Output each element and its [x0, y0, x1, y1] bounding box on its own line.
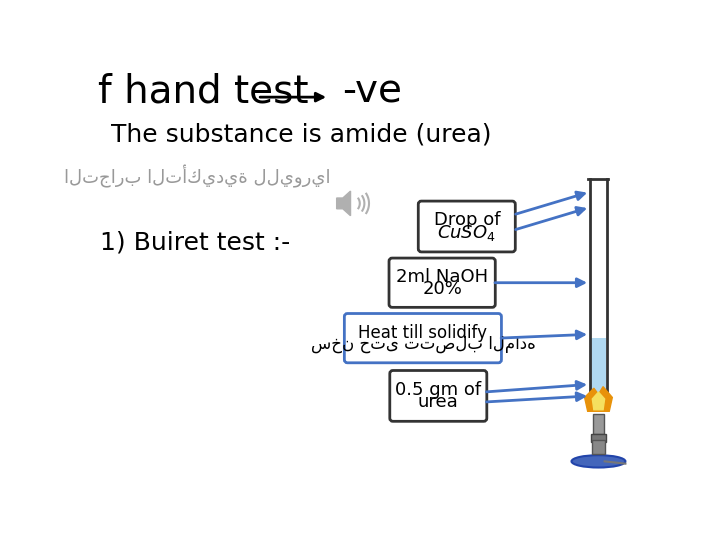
Wedge shape	[590, 396, 607, 404]
Text: 1) Buiret test :-: 1) Buiret test :-	[99, 231, 289, 254]
FancyBboxPatch shape	[418, 201, 516, 252]
Bar	[590, 179, 606, 338]
Bar	[590, 338, 606, 396]
Text: urea: urea	[418, 393, 459, 411]
Text: التجارب التأكيدية لليوريا: التجارب التأكيدية لليوريا	[64, 165, 330, 188]
Text: $\mathit{CuSO_4}$: $\mathit{CuSO_4}$	[437, 222, 496, 242]
Bar	[590, 434, 606, 442]
FancyBboxPatch shape	[389, 258, 495, 307]
Text: f hand test: f hand test	[98, 72, 308, 111]
Text: 2ml NaOH: 2ml NaOH	[396, 268, 488, 286]
Text: 0.5 gm of: 0.5 gm of	[395, 381, 482, 399]
Polygon shape	[593, 392, 605, 410]
Text: Drop of: Drop of	[433, 212, 500, 230]
Text: 20%: 20%	[422, 280, 462, 298]
FancyBboxPatch shape	[390, 370, 487, 421]
Text: Heat till solidify: Heat till solidify	[359, 323, 487, 342]
Text: -ve: -ve	[342, 72, 402, 111]
Polygon shape	[337, 191, 351, 215]
Text: سخن حتى تتصلب الماده: سخن حتى تتصلب الماده	[310, 335, 535, 353]
FancyBboxPatch shape	[344, 314, 501, 363]
Bar	[592, 440, 606, 454]
Polygon shape	[585, 387, 612, 411]
Text: The substance is amide (urea): The substance is amide (urea)	[111, 123, 492, 146]
Ellipse shape	[572, 455, 626, 468]
Bar	[593, 414, 604, 434]
